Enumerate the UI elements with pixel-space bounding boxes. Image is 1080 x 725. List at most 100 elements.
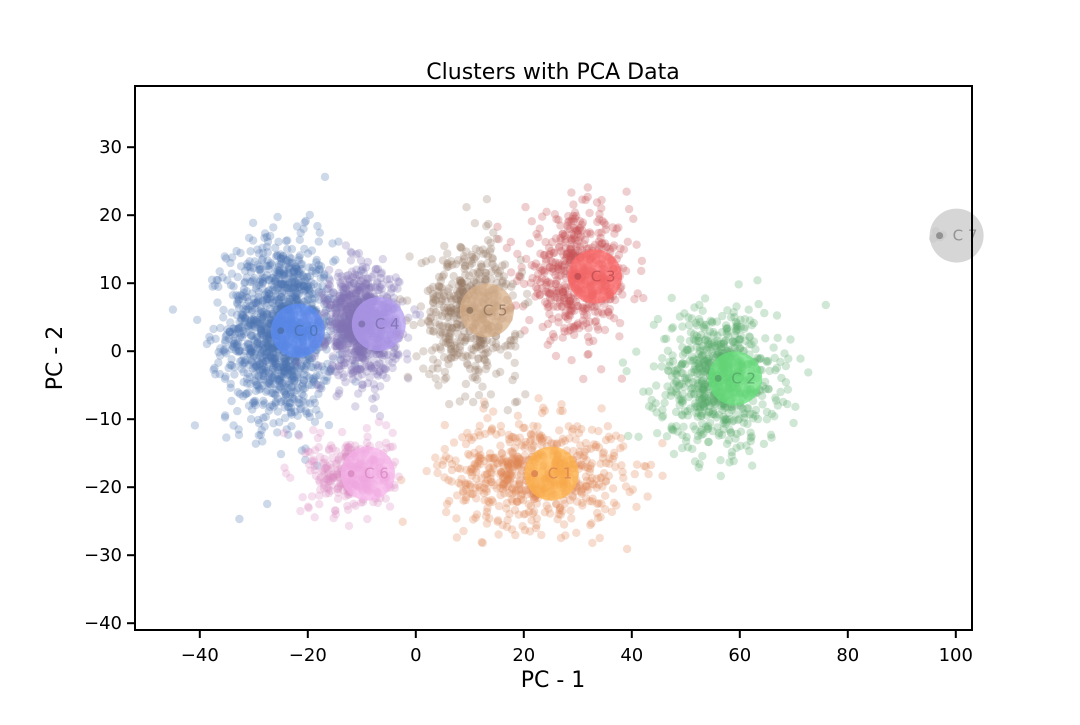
data-point xyxy=(261,363,271,372)
data-point xyxy=(422,466,431,476)
data-point xyxy=(435,343,445,352)
data-point xyxy=(307,353,316,363)
data-point xyxy=(576,242,585,251)
data-point xyxy=(265,275,274,284)
data-point xyxy=(275,385,284,394)
data-point xyxy=(669,449,679,459)
data-point xyxy=(306,282,315,291)
data-point xyxy=(761,334,770,343)
data-point xyxy=(293,279,302,289)
data-point xyxy=(381,438,391,447)
data-point xyxy=(240,266,250,275)
data-point xyxy=(238,312,248,321)
data-point xyxy=(277,288,287,297)
data-point xyxy=(586,520,595,530)
centroid-label: C 1 xyxy=(548,465,573,483)
data-point xyxy=(556,221,565,230)
data-point xyxy=(264,287,273,296)
data-point xyxy=(290,272,299,281)
data-point xyxy=(284,362,293,371)
centroid-dot xyxy=(531,470,539,478)
data-point xyxy=(262,292,272,301)
data-point xyxy=(286,284,295,293)
centroid-dot xyxy=(574,272,582,280)
data-point xyxy=(597,365,606,374)
data-point xyxy=(262,339,271,348)
data-point xyxy=(312,266,321,275)
data-point xyxy=(305,263,314,272)
data-point xyxy=(266,352,276,361)
data-point xyxy=(301,398,311,407)
data-point xyxy=(310,294,320,303)
data-point xyxy=(632,502,641,512)
data-point xyxy=(577,232,586,241)
data-point xyxy=(236,323,245,332)
data-point xyxy=(295,364,305,373)
data-point xyxy=(234,296,243,305)
data-point xyxy=(244,360,254,370)
data-point xyxy=(362,424,371,433)
data-point xyxy=(256,326,266,335)
data-point xyxy=(280,353,289,363)
data-point xyxy=(258,313,267,322)
data-point xyxy=(251,362,261,371)
centroid-label: C 6 xyxy=(364,465,389,483)
data-point xyxy=(583,192,592,202)
data-point xyxy=(312,360,321,369)
data-point xyxy=(269,419,278,428)
data-point xyxy=(227,361,236,370)
data-point xyxy=(305,354,314,364)
data-point xyxy=(278,270,287,280)
data-point xyxy=(277,369,286,378)
data-point xyxy=(240,342,250,352)
data-point xyxy=(487,425,497,434)
data-point xyxy=(467,464,476,473)
data-point xyxy=(252,317,261,326)
data-point xyxy=(262,288,271,297)
data-point xyxy=(248,289,257,298)
data-point xyxy=(753,276,762,285)
data-point xyxy=(272,284,281,293)
data-point xyxy=(326,300,336,310)
data-point xyxy=(291,297,301,306)
data-point xyxy=(290,292,300,301)
data-point xyxy=(247,305,257,315)
data-point xyxy=(311,269,321,278)
data-point xyxy=(237,356,246,365)
data-point xyxy=(246,343,256,353)
data-point xyxy=(276,277,285,286)
data-point xyxy=(239,329,249,339)
data-point xyxy=(667,293,676,303)
data-point xyxy=(489,481,499,490)
data-point xyxy=(233,300,242,309)
data-point xyxy=(258,359,268,368)
data-point xyxy=(253,333,262,342)
data-point xyxy=(271,277,280,286)
data-point xyxy=(373,371,383,380)
data-point xyxy=(689,422,698,431)
data-point xyxy=(736,315,745,324)
data-point xyxy=(295,251,305,260)
data-point xyxy=(332,325,341,334)
data-point xyxy=(229,342,238,352)
data-point xyxy=(484,462,493,471)
data-point xyxy=(313,461,322,470)
data-point xyxy=(465,364,475,374)
data-point xyxy=(249,264,258,273)
data-point xyxy=(250,376,259,385)
data-point xyxy=(255,307,265,316)
data-point xyxy=(326,441,336,450)
data-point xyxy=(256,264,265,274)
data-point xyxy=(292,385,301,395)
data-point xyxy=(533,422,542,431)
data-point xyxy=(452,337,461,347)
data-point xyxy=(233,340,242,350)
data-point xyxy=(266,351,276,360)
data-point xyxy=(250,257,259,266)
data-point xyxy=(535,432,545,442)
data-point xyxy=(287,370,297,379)
data-point xyxy=(320,269,329,279)
data-point xyxy=(403,296,412,305)
data-point xyxy=(291,262,300,271)
data-point xyxy=(283,268,293,277)
